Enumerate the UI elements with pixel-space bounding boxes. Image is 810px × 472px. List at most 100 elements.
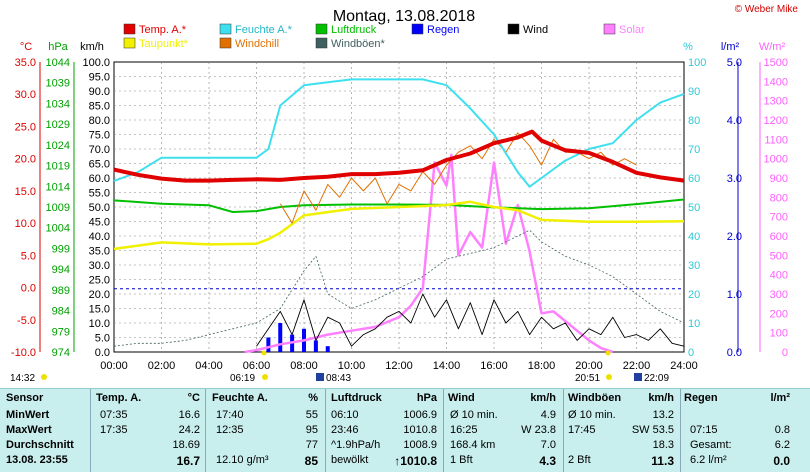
wind-tick-label: 100.0 (82, 57, 110, 69)
stats-table: Sensor Temp. A. °C Feuchte A.% Luftdruck hPa W… (0, 388, 810, 472)
pressure-tick-label: 1009 (46, 202, 70, 214)
rain-bar (266, 337, 271, 352)
temp-tick-label: 10.0 (15, 218, 36, 230)
row-temp-time: 17:35 (100, 424, 128, 436)
solar-tick-label: 100 (770, 328, 788, 340)
solar-tick-label: 1000 (764, 154, 788, 166)
row-rain-value: 0.8 (774, 424, 790, 436)
solar-tick-label: 1500 (764, 57, 788, 69)
temp-tick-label: 35.0 (15, 57, 36, 69)
chart-legend: Temp. A.* Feuchte A.* Luftdruck Regen Wind So… (123, 23, 645, 50)
series-line-windb-en (113, 229, 685, 347)
pressure-tick-label: 1014 (46, 181, 70, 193)
row-rain-time: 07:15 (690, 424, 718, 436)
row-pressure-time: ^1.9hPa/h (331, 439, 381, 451)
temp-tick-label: 15.0 (15, 186, 36, 198)
solar-tick-label: 1100 (764, 134, 788, 146)
legend-label: Feuchte A.* (235, 24, 293, 36)
row-humidity-value: 55 (305, 409, 318, 421)
row-rain-value: 6.2 (774, 439, 790, 451)
row-temp-time: 07:35 (100, 409, 128, 421)
pressure-tick-label: 1004 (46, 223, 70, 235)
humidity-tick-label: 10 (688, 318, 700, 330)
humidity-tick-label: 40 (688, 231, 700, 243)
axes: 35.0 30.0 25.0 20.0 15.0 10.0 5.0 0.0 -5.0 -10.0 1… (11, 57, 788, 372)
pressure-tick-label: 1019 (46, 161, 70, 173)
wind-tick-label: 20.0 (89, 289, 110, 301)
header-sensor: Sensor (6, 392, 44, 404)
pressure-tick-label: 1039 (46, 78, 70, 90)
wind-tick-label: 85.0 (89, 101, 110, 113)
humidity-tick-label: 90 (688, 86, 700, 98)
x-tick-label: 16:00 (480, 360, 508, 372)
row-wind-value: 7.0 (540, 439, 556, 451)
wind-tick-label: 90.0 (89, 86, 110, 98)
header-gust: Windböen (568, 392, 622, 404)
legend-label: Solar (619, 24, 645, 36)
pressure-tick-label: 974 (52, 347, 70, 359)
moonrise-label: 08:43 (326, 373, 351, 384)
legend-swatch (219, 23, 232, 35)
x-tick-label: 00:00 (100, 360, 128, 372)
series-line-taupunkt (113, 200, 685, 251)
sunset-label: 20:51 (575, 373, 600, 384)
legend-swatch (123, 23, 136, 35)
header-humidity: Feuchte A. (212, 392, 268, 404)
header-humidity-unit: % (308, 392, 318, 404)
x-tick-label: 10:00 (338, 360, 366, 372)
temp-tick-label: -10.0 (11, 347, 36, 359)
row-gust-value: SW 53.5 (631, 424, 674, 436)
row-wind-time: Ø 10 min. (450, 409, 498, 421)
row-humidity-time: 17:40 (216, 409, 244, 421)
row-rain-time: 6.2 l/m² (690, 454, 727, 466)
row-humidity-value: 77 (305, 439, 318, 451)
row-rain-time: Gesamt: (690, 439, 732, 451)
legend-swatch (315, 37, 328, 49)
wind-tick-label: 75.0 (89, 130, 110, 142)
rain-tick-label: 3.0 (727, 173, 742, 185)
x-tick-label: 18:00 (528, 360, 556, 372)
moon-icon (634, 373, 642, 381)
rain-tick-label: 1.0 (727, 289, 742, 301)
legend-swatch (123, 37, 136, 49)
row-pressure-value: 1010.8 (403, 424, 437, 436)
pressure-tick-label: 1044 (46, 57, 70, 69)
row-humidity-value: 85 (304, 454, 318, 468)
wind-tick-label: 10.0 (89, 318, 110, 330)
wind-tick-label: 45.0 (89, 217, 110, 229)
row-gust-time: Ø 10 min. (568, 409, 616, 421)
header-wind-unit: km/h (530, 392, 556, 404)
temp-tick-label: 5.0 (21, 250, 36, 262)
legend-swatch (411, 23, 424, 35)
solar-tick-label: 900 (770, 173, 788, 185)
solar-tick-label: 500 (770, 250, 788, 262)
row-temp-value: 18.69 (172, 439, 200, 451)
row-rain-value: 0.0 (773, 454, 790, 468)
row-wind-value: 4.9 (540, 409, 556, 421)
humidity-tick-label: 20 (688, 289, 700, 301)
wind-tick-label: 60.0 (89, 173, 110, 185)
pressure-tick-label: 1024 (46, 140, 70, 152)
x-tick-label: 12:00 (385, 360, 413, 372)
legend-label: Windböen* (331, 38, 386, 50)
rain-tick-label: 5.0 (727, 57, 742, 69)
row-pressure-time: 06:10 (331, 409, 359, 421)
row-label: MinWert (6, 409, 50, 421)
row-label: Durchschnitt (6, 439, 74, 451)
rain-bar (325, 346, 330, 352)
wind-tick-label: 25.0 (89, 275, 110, 287)
row-wind-time: 16:25 (450, 424, 478, 436)
humidity-tick-label: 30 (688, 260, 700, 272)
x-tick-label: 20:00 (575, 360, 603, 372)
time-label: 14:32 (10, 373, 35, 384)
pressure-tick-label: 994 (52, 264, 70, 276)
row-wind-value: W 23.8 (521, 424, 556, 436)
header-temp: Temp. A. (96, 392, 142, 404)
row-label: MaxWert (6, 424, 52, 436)
sunrise-label: 06:19 (230, 373, 255, 384)
rain-bar (278, 323, 283, 352)
axis-unit-label: hPa (48, 41, 68, 53)
row-pressure-time: bewölkt (331, 454, 369, 466)
humidity-tick-label: 70 (688, 144, 700, 156)
axis-unit-label: °C (20, 41, 32, 53)
